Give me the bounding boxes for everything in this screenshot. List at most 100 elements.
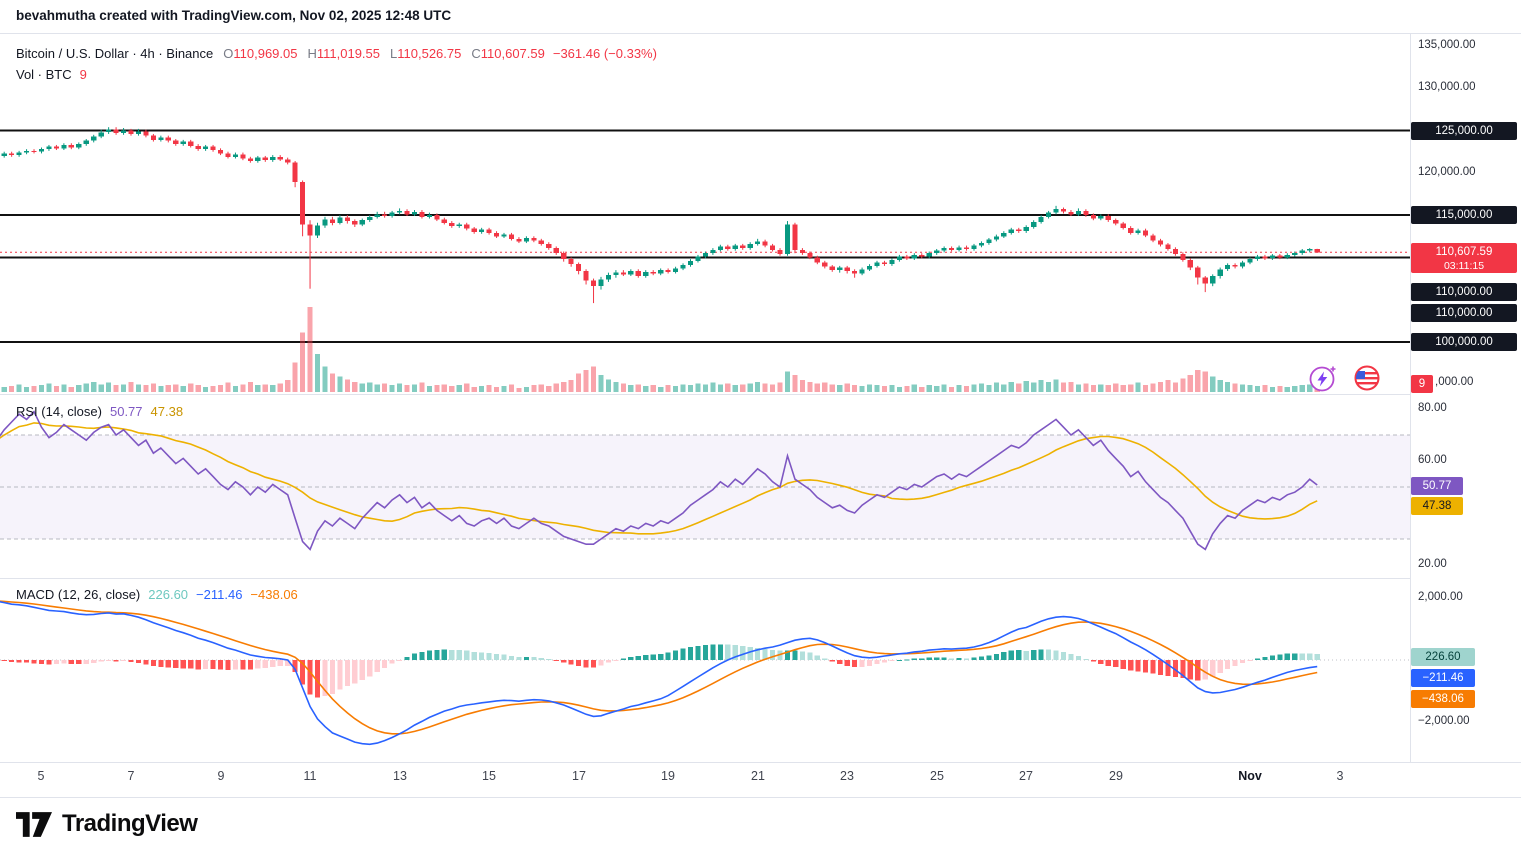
macd-histogram-bar xyxy=(710,644,716,660)
volume-bar xyxy=(173,384,179,392)
volume-bar xyxy=(829,384,835,392)
macd-histogram-bar xyxy=(1217,660,1223,673)
rsi-ma-line xyxy=(0,422,1318,535)
volume-bar xyxy=(1157,381,1164,392)
macd-histogram-bar xyxy=(1046,649,1052,660)
macd-histogram-bar xyxy=(650,654,656,660)
volume-bar xyxy=(516,387,522,393)
macd-histogram-bar xyxy=(24,660,30,663)
price-axis-label: −2,000.00 xyxy=(1418,715,1470,727)
volume-bar xyxy=(919,386,925,392)
volume-bar xyxy=(210,386,216,393)
volume-bar xyxy=(1113,383,1119,392)
candle-body xyxy=(673,268,679,272)
candle-body xyxy=(650,271,656,274)
chart-canvas[interactable] xyxy=(0,0,1410,762)
macd-histogram-bar xyxy=(1090,660,1096,662)
macd-histogram-bar xyxy=(732,645,738,660)
macd-histogram-bar xyxy=(605,660,612,663)
candle-body xyxy=(859,269,865,274)
macd-histogram-bar xyxy=(158,660,164,667)
volume-bar xyxy=(710,382,716,392)
candle-body xyxy=(232,154,238,157)
macd-histogram-bar xyxy=(61,660,67,664)
volume-bar xyxy=(1046,381,1052,392)
macd-histogram-bar xyxy=(934,657,940,660)
economic-events-button[interactable] xyxy=(1352,363,1382,393)
volume-bar xyxy=(1284,386,1290,392)
candle-body xyxy=(546,243,552,249)
candle-body xyxy=(456,224,462,227)
volume-bar xyxy=(792,375,798,392)
candle-body xyxy=(740,245,746,249)
macd-histogram-bar xyxy=(695,646,701,660)
axis-separator xyxy=(1410,33,1411,762)
volume-bar xyxy=(121,384,127,392)
candle-body xyxy=(963,247,970,249)
volume-bar xyxy=(762,383,768,392)
macd-histogram-bar xyxy=(784,650,791,660)
volume-legend-label[interactable]: Vol · BTC xyxy=(16,67,72,82)
candle-body xyxy=(822,262,828,267)
flash-events-button[interactable] xyxy=(1308,363,1338,393)
volume-bar xyxy=(262,384,268,392)
candle-body xyxy=(784,224,791,254)
macd-histogram-bar xyxy=(106,660,112,661)
volume-bar xyxy=(613,381,619,392)
symbol-title[interactable]: Bitcoin / U.S. Dollar · 4h · Binance xyxy=(16,46,214,61)
volume-bar xyxy=(493,386,500,392)
macd-histogram-bar xyxy=(926,657,932,660)
volume-bar xyxy=(852,385,858,392)
volume-bar xyxy=(53,386,59,393)
volume-bar xyxy=(46,383,52,392)
panel-separator xyxy=(0,578,1410,579)
volume-bars-group xyxy=(1,307,1320,393)
volume-bar xyxy=(471,386,477,392)
candle-body xyxy=(881,262,888,265)
macd-histogram-bar xyxy=(68,660,74,664)
macd-legend-row: MACD (12, 26, close) 226.60 −211.46 −438… xyxy=(16,587,298,602)
candle-body xyxy=(441,219,447,223)
volume-bar xyxy=(1083,383,1089,392)
volume-bar xyxy=(896,386,902,392)
volume-bar xyxy=(583,369,589,392)
candle-body xyxy=(300,182,306,225)
candle-body xyxy=(53,146,59,149)
macd-histogram-bar xyxy=(1314,654,1320,660)
macd-histogram-bar xyxy=(165,660,171,668)
macd-histogram-bar xyxy=(866,660,873,666)
macd-histogram-bar xyxy=(1075,656,1081,660)
volume-bar xyxy=(24,386,30,392)
volume-bar xyxy=(904,386,910,393)
macd-histogram-bar xyxy=(1053,650,1059,660)
candle-body xyxy=(285,159,291,163)
candle-body xyxy=(978,243,985,246)
rsi-legend-label[interactable]: RSI (14, close) xyxy=(16,404,102,419)
volume-bar xyxy=(568,380,574,392)
macd-histogram-bar xyxy=(83,660,89,664)
macd-histogram-bar xyxy=(322,660,328,697)
macd-histogram-bar xyxy=(1262,657,1268,660)
macd-histogram-bar xyxy=(1,660,7,662)
macd-histogram-bar xyxy=(725,644,731,660)
candle-body xyxy=(866,265,873,270)
volume-bar xyxy=(1247,385,1253,392)
tradingview-logo[interactable]: TradingView xyxy=(16,810,198,838)
macd-legend-label[interactable]: MACD (12, 26, close) xyxy=(16,587,141,602)
candle-body xyxy=(165,137,171,141)
panel-separator xyxy=(0,762,1521,763)
candle-body xyxy=(837,267,843,271)
volume-bar xyxy=(307,307,313,392)
candle-body xyxy=(31,150,37,152)
candle-body xyxy=(307,224,313,236)
volume-bar xyxy=(926,385,932,392)
macd-histogram-bar xyxy=(919,658,925,660)
volume-bar xyxy=(538,384,544,392)
candle-body xyxy=(121,130,127,134)
candle-body xyxy=(493,232,500,237)
volume-bar xyxy=(755,381,761,392)
volume-bar xyxy=(1016,383,1022,392)
candle-body xyxy=(665,270,671,272)
macd-histogram-bar xyxy=(285,660,291,666)
time-axis[interactable]: 5 7 9 11 13 15 17 19 21 23 25 27 29 Nov 3 xyxy=(0,762,1521,796)
